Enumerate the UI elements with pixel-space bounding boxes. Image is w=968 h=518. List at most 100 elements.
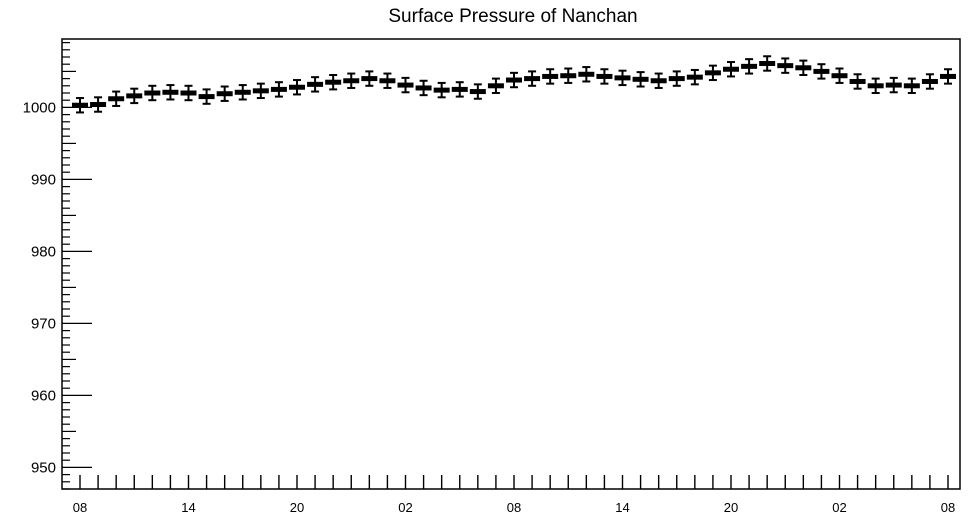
data-point [180,84,197,102]
data-marker [524,76,541,82]
data-marker [668,76,685,82]
data-marker [270,86,287,92]
data-point [162,84,179,101]
data-point [198,88,215,105]
data-point [777,57,794,74]
data-point [795,59,812,76]
data-point [614,69,631,87]
data-marker [686,74,703,80]
data-point [723,61,739,78]
data-marker [433,87,450,93]
data-point [451,81,468,98]
y-tick-label: 980 [31,243,56,260]
data-marker [849,78,866,84]
data-point [560,67,577,84]
data-point [668,70,685,87]
data-marker [487,83,504,89]
data-point [90,96,107,113]
data-point [632,71,649,88]
data-point [759,55,776,72]
data-point [704,64,721,82]
data-marker [596,73,613,79]
data-point [361,70,378,87]
data-marker [632,76,649,82]
data-marker [252,88,269,94]
data-marker [903,83,920,89]
data-marker [867,83,884,89]
data-point [126,87,143,105]
data-marker [885,82,902,88]
data-marker [198,94,215,100]
data-marker [379,78,396,84]
data-marker [415,85,432,91]
data-point [867,77,884,94]
data-marker [723,66,739,72]
data-marker [506,77,522,83]
data-point [650,72,667,89]
x-tick-label: 14 [615,500,629,515]
data-point [506,71,522,89]
data-point [542,68,559,85]
x-tick-label: 02 [398,500,412,515]
data-marker [108,96,125,102]
data-marker [614,75,631,81]
data-marker [704,70,721,76]
x-tick-label: 14 [181,500,195,515]
data-marker [650,78,667,84]
data-point [741,58,758,75]
data-marker [777,63,794,69]
y-axis: 950 960 970 980 990 1000 [23,41,92,490]
data-marker [361,76,378,82]
y-tick-label: 990 [31,171,56,188]
chart-title: Surface Pressure of Nanchan [388,6,637,27]
data-marker [144,90,161,96]
data-marker [307,81,324,87]
data-marker [126,93,143,99]
data-marker [578,71,595,77]
data-marker [216,91,233,97]
data-marker [759,60,776,66]
data-point [940,68,956,85]
data-marker [451,86,468,92]
data-marker [234,89,251,95]
data-marker [397,82,414,88]
data-point [270,81,287,98]
x-axis: 08 14 20 02 08 14 20 02 08 [73,475,955,515]
data-point [524,70,541,87]
plot-frame [61,38,961,490]
data-point [343,72,360,89]
y-tick-label: 1000 [23,99,56,116]
data-point [578,66,595,83]
data-point [307,76,324,93]
data-marker [921,78,938,84]
data-marker [72,102,88,108]
data-point [903,77,920,94]
data-point [686,68,703,86]
x-tick-label: 08 [73,500,87,515]
data-point [144,84,161,102]
data-series [72,55,956,114]
y-tick-label: 960 [31,387,56,404]
data-point [849,73,866,90]
data-marker [325,79,342,85]
data-marker [542,73,559,79]
data-point [415,79,432,97]
data-marker [180,90,197,96]
data-point [379,72,396,89]
data-marker [289,84,305,90]
data-marker [343,78,360,84]
data-point [108,90,125,107]
data-point [397,76,414,94]
x-tick-label: 08 [507,500,521,515]
data-marker [940,73,956,79]
data-point [921,73,938,90]
y-tick-label: 970 [31,315,56,332]
data-point [596,68,613,85]
data-point [72,97,88,114]
data-point [831,67,848,84]
y-tick-label: 950 [31,459,56,476]
x-tick-label: 08 [941,500,955,515]
data-point [885,76,902,94]
data-point [433,81,450,99]
x-tick-label: 20 [290,500,304,515]
